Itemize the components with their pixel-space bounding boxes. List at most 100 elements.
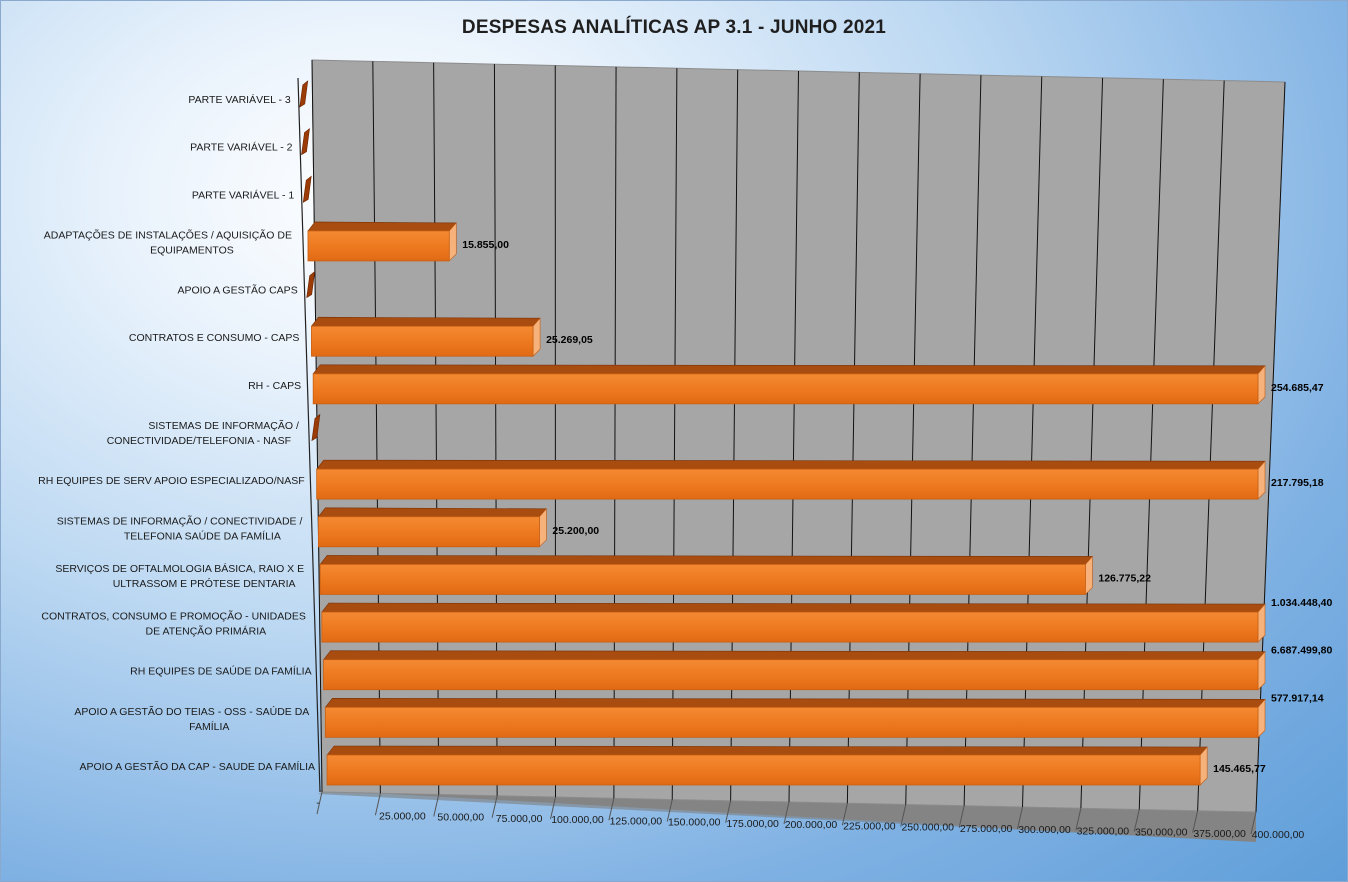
bar-top-face [322, 650, 1266, 661]
x-tick-label: 100.000,00 [551, 814, 604, 826]
gridline-floor [900, 804, 907, 827]
bar-front-face [324, 706, 1259, 738]
gridline-floor [433, 794, 440, 817]
gridline-floor [608, 798, 615, 821]
data-label: 577.917,14 [1271, 692, 1324, 704]
category-label-line: SERVIÇOS DE OFTALMOLOGIA BÁSICA, RAIO X … [55, 562, 304, 575]
category-axis [297, 77, 321, 793]
bar-front-face [307, 230, 450, 262]
category-label: APOIO A GESTÃO DA CAP - SAUDE DA FAMÍLIA [79, 760, 315, 773]
x-tick-label: 225.000,00 [843, 820, 896, 832]
category-label: PARTE VARIÁVEL - 3 [188, 93, 290, 106]
category-label: CONTRATOS, CONSUMO E PROMOÇÃO - UNIDADES… [41, 610, 305, 638]
bar-zero [302, 175, 312, 203]
category-label-line: PARTE VARIÁVEL - 1 [192, 188, 294, 201]
category-label-line: CONTRATOS, CONSUMO E PROMOÇÃO - UNIDADES [41, 610, 305, 623]
bar-front-face [312, 373, 1259, 405]
category-label: RH EQUIPES DE SERV APOIO ESPECIALIZADO/N… [38, 475, 304, 487]
x-tick-label: 375.000,00 [1193, 828, 1246, 840]
bar-front-face [321, 611, 1259, 643]
x-tick-label: 275.000,00 [960, 823, 1013, 835]
category-label-line: RH - CAPS [248, 380, 301, 392]
category-label-line: RH EQUIPES DE SERV APOIO ESPECIALIZADO/N… [38, 475, 304, 487]
bar-top-face [317, 507, 548, 518]
gridline-floor [841, 803, 848, 826]
bar-front-face [311, 325, 534, 357]
x-tick-label: 200.000,00 [785, 819, 838, 831]
bar-zero [299, 80, 309, 108]
gridline-floor [783, 801, 790, 825]
gridline-floor [374, 793, 381, 816]
category-labels: PARTE VARIÁVEL - 3 PARTE VARIÁVEL - 2 PART… [38, 93, 315, 773]
category-label: SISTEMAS DE INFORMAÇÃO / CONECTIVIDADE /… [57, 514, 303, 542]
gridline-floor [316, 791, 323, 815]
x-tick-label: - [316, 797, 320, 809]
category-label-line: ADAPTAÇÕES DE INSTALAÇÕES / AQUISIÇÃO DE [44, 228, 292, 241]
category-label: APOIO A GESTÃO CAPS [177, 284, 297, 297]
category-label-line: TELEFONIA SAÚDE DA FAMÍLIA [124, 529, 281, 542]
data-label: 25.269,05 [546, 334, 593, 346]
x-tick-label: 400.000,00 [1252, 829, 1305, 841]
category-label-line: EQUIPAMENTOS [150, 244, 234, 256]
category-label-line: APOIO A GESTÃO CAPS [177, 284, 297, 297]
category-label: APOIO A GESTÃO DO TEIAS - OSS - SAÚDE DA… [74, 705, 309, 733]
x-tick-label: 250.000,00 [901, 822, 954, 834]
bar-zero [311, 413, 321, 442]
x-tick-label: 150.000,00 [668, 817, 721, 829]
x-tick-label: 25.000,00 [379, 810, 426, 822]
category-label-line: RH EQUIPES DE SAÚDE DA FAMÍLIA [130, 665, 311, 678]
bar-zero [306, 270, 316, 299]
category-axis-line [297, 77, 321, 793]
data-label: 145.465,77 [1213, 763, 1266, 775]
category-label: SISTEMAS DE INFORMAÇÃO / CONECTIVIDADE/TE… [107, 419, 299, 447]
data-label: 126.775,22 [1098, 572, 1151, 584]
bar-front-face [319, 564, 1086, 595]
bar-top-face [316, 459, 1266, 470]
x-tick-labels: - 25.000,00 50.000,00 75.000,00 100.000,00 12… [316, 797, 1304, 841]
category-label-line: APOIO A GESTÃO DA CAP - SAUDE DA FAMÍLIA [79, 760, 315, 773]
x-tick-label: 75.000,00 [496, 813, 543, 825]
bar-top-face [307, 221, 457, 232]
gridline-floor [1075, 808, 1082, 831]
gridline-floor [550, 796, 556, 820]
data-label: 6.687.499,80 [1271, 645, 1332, 657]
x-tick-label: 175.000,00 [726, 818, 779, 830]
category-label: RH - CAPS [248, 380, 301, 392]
data-label: 254.685,47 [1271, 382, 1324, 394]
bar-top-face [319, 555, 1094, 565]
category-label: RH EQUIPES DE SAÚDE DA FAMÍLIA [130, 665, 311, 678]
data-label: 1.034.448,40 [1271, 597, 1332, 609]
category-label-line: PARTE VARIÁVEL - 2 [190, 141, 292, 154]
x-tick-label: 300.000,00 [1018, 824, 1071, 836]
category-label: PARTE VARIÁVEL - 1 [192, 188, 294, 201]
bars: 15.855,00 25.269,05 254.685,47 217.795,18 25… [299, 80, 1332, 786]
category-label-line: APOIO A GESTÃO DO TEIAS - OSS - SAÚDE DA [74, 705, 309, 718]
gridline-floor [491, 795, 498, 818]
category-label-line: ULTRASSOM E PRÓTESE DENTARIA [113, 577, 296, 590]
data-label: 217.795,18 [1271, 477, 1324, 489]
category-label: PARTE VARIÁVEL - 2 [190, 141, 292, 154]
category-label: SERVIÇOS DE OFTALMOLOGIA BÁSICA, RAIO X … [55, 562, 304, 590]
x-tick-label: 350.000,00 [1135, 827, 1188, 839]
gridline [1255, 81, 1286, 813]
chart-title: DESPESAS ANALÍTICAS AP 3.1 - JUNHO 2021 [461, 17, 887, 38]
x-tick-label: 325.000,00 [1077, 825, 1130, 837]
gridline-floor [1017, 806, 1023, 830]
gridline-floor [958, 805, 965, 828]
bar-zero [301, 127, 310, 156]
category-label-line: SISTEMAS DE INFORMAÇÃO / [148, 419, 299, 432]
category-label-line: DE ATENÇÃO PRIMÁRIA [146, 625, 267, 638]
bar-front-face [316, 468, 1259, 500]
category-label-line: CONTRATOS E CONSUMO - CAPS [129, 332, 300, 344]
data-label: 15.855,00 [462, 239, 509, 251]
bar-front-face [326, 754, 1201, 786]
category-label-line: FAMÍLIA [189, 720, 229, 733]
gridline-floor [666, 799, 673, 822]
floor-shade [318, 792, 1256, 842]
data-label: 25.200,00 [552, 525, 599, 537]
x-tick-label: 50.000,00 [437, 812, 484, 824]
category-label: CONTRATOS E CONSUMO - CAPS [129, 332, 300, 344]
category-label-line: PARTE VARIÁVEL - 3 [188, 93, 290, 106]
bar-top-face [326, 745, 1208, 756]
gridline-floor [1250, 811, 1257, 835]
